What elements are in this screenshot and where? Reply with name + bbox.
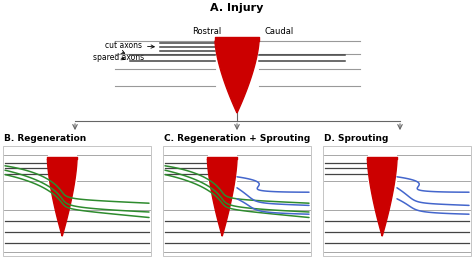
Bar (163, 146, 311, 256)
Text: cut axons: cut axons (105, 40, 155, 50)
Polygon shape (215, 41, 259, 113)
Text: C. Regeneration + Sprouting: C. Regeneration + Sprouting (164, 134, 310, 143)
Text: Caudal: Caudal (264, 27, 293, 36)
Bar (3, 146, 151, 256)
Text: B. Regeneration: B. Regeneration (4, 134, 86, 143)
Text: Rostral: Rostral (192, 27, 222, 36)
Polygon shape (208, 159, 237, 236)
Polygon shape (367, 159, 397, 236)
Bar (323, 146, 471, 256)
Polygon shape (47, 159, 77, 236)
Text: D. Sprouting: D. Sprouting (324, 134, 388, 143)
Text: A. Injury: A. Injury (210, 3, 264, 13)
Text: spared axons: spared axons (93, 52, 144, 62)
